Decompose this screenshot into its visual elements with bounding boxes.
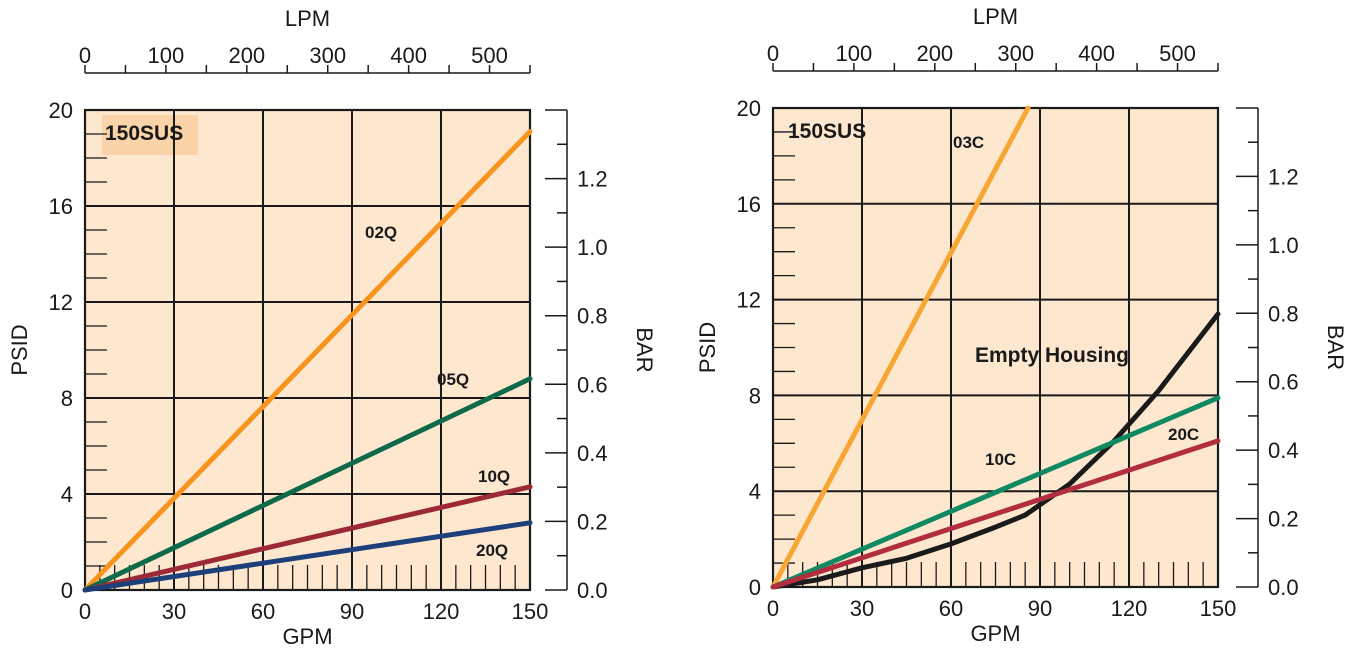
x-tick-label: 90 — [1028, 596, 1052, 621]
series-label: 02Q — [365, 223, 397, 242]
x-tick-label: 60 — [251, 599, 275, 624]
series-line-20q — [82, 520, 533, 593]
series-line-empty-housing — [770, 311, 1221, 590]
y-tick-label: 16 — [49, 194, 73, 219]
lpm-tick-label: 400 — [390, 43, 427, 68]
bar-tick-label: 0.6 — [577, 372, 608, 397]
series-label: Empty Housing — [975, 344, 1129, 367]
lpm-tick-label: 500 — [471, 43, 508, 68]
y-tick-label: 8 — [749, 383, 761, 408]
bar-tick-label: 0.6 — [1268, 370, 1299, 395]
series-label: 20C — [1168, 425, 1199, 444]
bar-axis-title: BAR — [1323, 325, 1348, 370]
y-tick-label: 12 — [737, 288, 761, 313]
x-tick-label: 0 — [79, 599, 91, 624]
y-tick-label: 4 — [61, 482, 73, 507]
x-tick-label: 150 — [1200, 596, 1237, 621]
lpm-tick-label: 300 — [309, 43, 346, 68]
series-line-10c — [770, 395, 1221, 590]
y-tick-label: 0 — [61, 578, 73, 603]
plot-background — [773, 108, 1218, 587]
bar-tick-label: 0.2 — [577, 509, 608, 534]
series-label: 20Q — [476, 541, 508, 560]
bar-tick-label: 0.8 — [1268, 301, 1299, 326]
bar-tick-label: 1.0 — [1268, 233, 1299, 258]
title-badge — [102, 115, 198, 155]
x-tick-label: 60 — [939, 596, 963, 621]
series-line-02q — [82, 129, 533, 593]
lpm-axis-title: LPM — [285, 6, 330, 31]
plot-background — [85, 110, 530, 590]
x-axis-title: GPM — [970, 621, 1020, 646]
lpm-tick-label: 400 — [1078, 41, 1115, 66]
y-tick-label: 16 — [737, 192, 761, 217]
x-tick-label: 120 — [1111, 596, 1148, 621]
chart-title: 150SUS — [105, 122, 183, 145]
y-tick-label: 0 — [749, 575, 761, 600]
x-tick-label: 0 — [767, 596, 779, 621]
series-label: 05Q — [437, 370, 469, 389]
x-axis-title: GPM — [282, 624, 332, 649]
bar-tick-label: 0.4 — [577, 441, 608, 466]
y-axis-title: PSID — [7, 324, 32, 375]
series-label: 03C — [953, 133, 984, 152]
bar-tick-label: 0.0 — [577, 578, 608, 603]
y-tick-label: 20 — [49, 98, 73, 123]
x-tick-label: 120 — [423, 599, 460, 624]
lpm-tick-label: 200 — [228, 43, 265, 68]
lpm-tick-label: 100 — [148, 43, 185, 68]
series-line-20c — [770, 438, 1221, 590]
y-tick-label: 4 — [749, 479, 761, 504]
series-line-10q — [82, 484, 533, 593]
bar-tick-label: 0.0 — [1268, 575, 1299, 600]
series-label: 10Q — [478, 467, 510, 486]
y-tick-label: 8 — [61, 386, 73, 411]
bar-tick-label: 1.0 — [577, 235, 608, 260]
lpm-axis-title: LPM — [973, 4, 1018, 29]
chart-title: 150SUS — [788, 120, 866, 143]
bar-tick-label: 1.2 — [577, 167, 608, 192]
bar-axis-title: BAR — [632, 327, 657, 372]
plot-frame — [771, 106, 1220, 589]
lpm-tick-label: 500 — [1159, 41, 1196, 66]
y-tick-label: 20 — [737, 96, 761, 121]
x-tick-label: 30 — [162, 599, 186, 624]
lpm-tick-label: 200 — [916, 41, 953, 66]
y-axis-title: PSID — [695, 322, 720, 373]
y-tick-label: 12 — [49, 290, 73, 315]
bar-tick-label: 1.2 — [1268, 164, 1299, 189]
x-tick-label: 90 — [340, 599, 364, 624]
series-line-05q — [82, 376, 533, 593]
plot-frame — [83, 108, 532, 592]
x-tick-label: 30 — [850, 596, 874, 621]
lpm-tick-label: 0 — [767, 41, 779, 66]
lpm-tick-label: 100 — [836, 41, 873, 66]
bar-tick-label: 0.8 — [577, 304, 608, 329]
lpm-tick-label: 0 — [79, 43, 91, 68]
lpm-tick-label: 300 — [997, 41, 1034, 66]
bar-tick-label: 0.2 — [1268, 507, 1299, 532]
x-tick-label: 150 — [512, 599, 549, 624]
series-label: 10C — [985, 450, 1016, 469]
series-line-03c — [770, 105, 1031, 590]
bar-tick-label: 0.4 — [1268, 438, 1299, 463]
